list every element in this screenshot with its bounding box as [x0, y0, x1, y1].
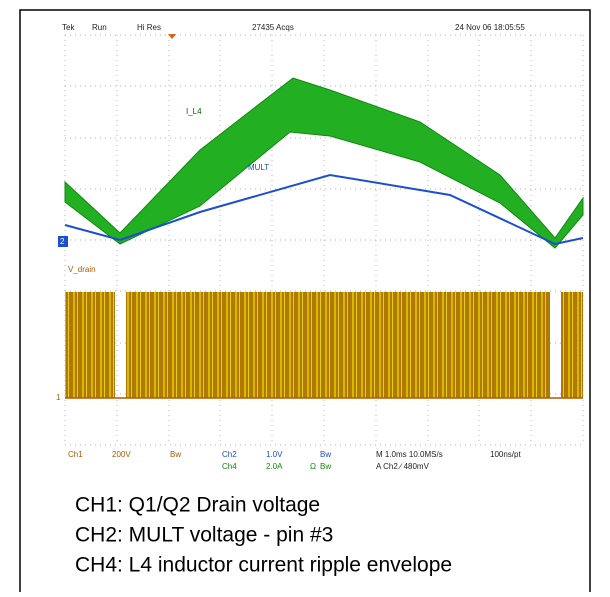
ch2-name: Ch2: [222, 450, 237, 459]
state: Run: [92, 23, 107, 32]
ch1-marker: 1: [56, 393, 61, 402]
drain-block: [65, 292, 115, 398]
caption: CH4: L4 inductor current ripple envelope: [75, 554, 452, 577]
ch2-scale: 1.0V: [266, 450, 283, 459]
ch2-bw: Bw: [320, 450, 331, 459]
caption: CH1: Q1/Q2 Drain voltage: [75, 494, 320, 517]
ch2-marker: 2: [60, 237, 65, 246]
page: Tek Run Hi Res 27435 Acqs 24 Nov 06 18:0…: [0, 0, 610, 592]
mult-label: MULT: [248, 163, 269, 172]
ch4-name: Ch4: [222, 462, 237, 471]
drain-block: [561, 292, 583, 398]
ch1-bw: Bw: [170, 450, 181, 459]
acquisitions: 27435 Acqs: [252, 23, 294, 32]
timestamp: 24 Nov 06 18:05:55: [455, 23, 525, 32]
brand: Tek: [62, 23, 75, 32]
mode: Hi Res: [137, 23, 161, 32]
trigger: A Ch2 ∕ 480mV: [376, 462, 430, 471]
caption: CH2: MULT voltage - pin #3: [75, 524, 333, 547]
ch4-ohm: Ω: [310, 462, 316, 471]
ch1-scale: 200V: [112, 450, 131, 459]
drain-block: [126, 292, 550, 398]
resolution: 100ns/pt: [490, 450, 521, 459]
ch4-scale: 2.0A: [266, 462, 283, 471]
current-label: I_L4: [186, 107, 202, 116]
ch1-name: Ch1: [68, 450, 83, 459]
drain-label: V_drain: [68, 265, 96, 274]
timebase: M 1.0ms 10.0MS/s: [376, 450, 443, 459]
ch4-bw: Bw: [320, 462, 331, 471]
